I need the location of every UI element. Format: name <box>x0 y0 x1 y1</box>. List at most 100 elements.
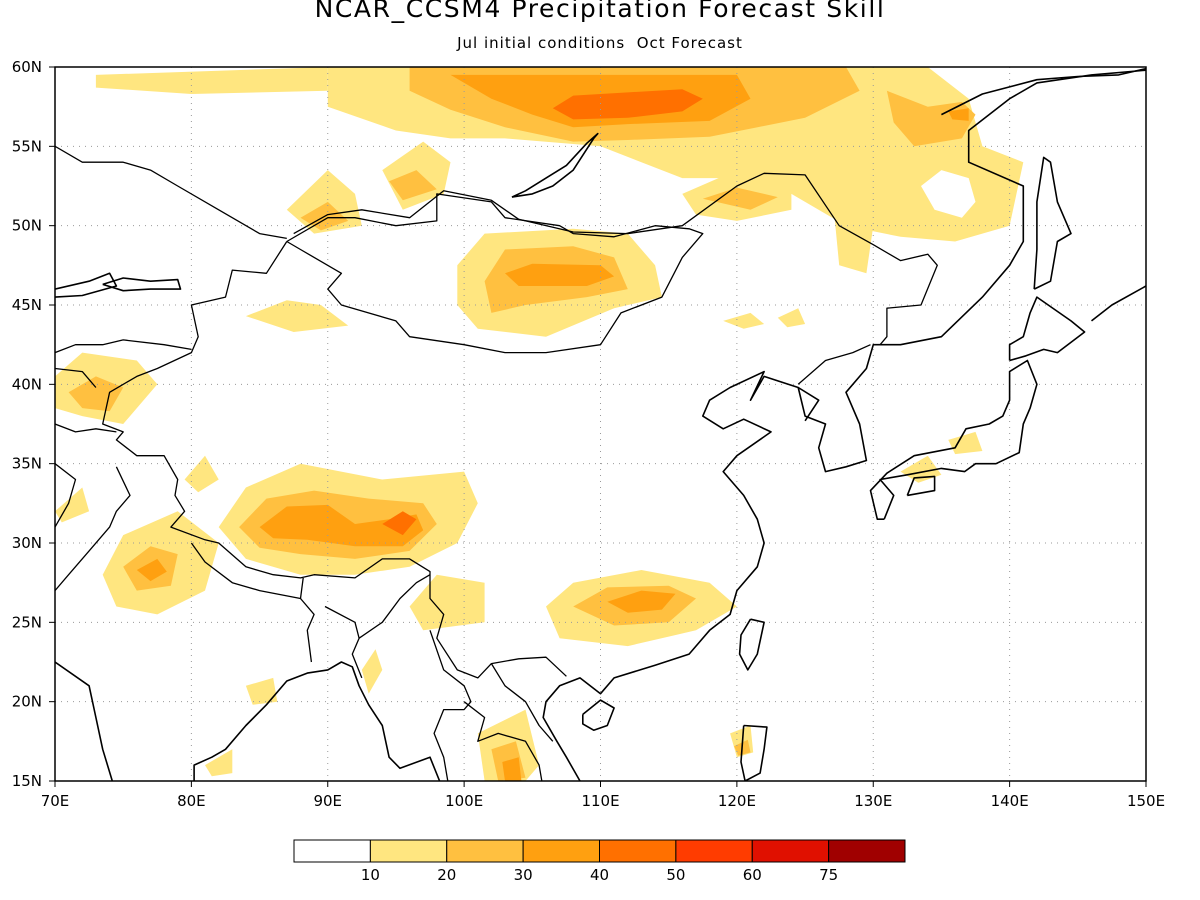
coastline-segment <box>1033 156 1072 290</box>
border-segment <box>300 598 315 663</box>
coastline-segment <box>740 724 768 781</box>
coastline-segment <box>797 386 820 422</box>
border-segment <box>429 630 472 781</box>
legend-swatch <box>751 839 830 863</box>
border-segment <box>102 241 567 679</box>
border-segment <box>55 339 192 354</box>
border-segment <box>55 423 117 433</box>
coastline-segment <box>102 277 182 292</box>
lat-tick-label: 15N <box>12 772 42 790</box>
lon-tick-label: 100E <box>445 792 483 810</box>
coastline-segment <box>869 359 1038 521</box>
border-segment <box>55 466 131 592</box>
skill-region-japan-north-level-1 <box>948 431 983 455</box>
border-segment <box>463 701 543 781</box>
legend-swatch <box>522 839 600 863</box>
skill-region-manchuria-east-level-1 <box>777 308 806 328</box>
border-segment <box>55 145 287 240</box>
skill-region-mongolia-level-3 <box>505 263 615 286</box>
skill-region-okhotsk-coast-level-3 <box>948 108 969 121</box>
legend-swatch <box>599 839 677 863</box>
skill-region-south-china-level-3 <box>607 590 676 613</box>
lon-tick-label: 70E <box>41 792 70 810</box>
skill-region-amur-lower-level-1 <box>832 170 874 274</box>
legend-label: 75 <box>819 866 838 884</box>
coastline-segment <box>55 660 56 662</box>
skill-region-kazakh-south-level-2 <box>68 376 124 412</box>
lon-tick-label: 110E <box>581 792 619 810</box>
page-title: NCAR_CCSM4 Precipitation Forecast Skill <box>314 0 886 23</box>
gridlines <box>55 67 1146 781</box>
lat-tick-label: 25N <box>12 613 42 631</box>
coastline-segment <box>55 272 118 298</box>
lat-tick-label: 35N <box>12 455 42 473</box>
lat-tick-label: 20N <box>12 693 42 711</box>
lat-tick-label: 45N <box>12 296 42 314</box>
border-segment <box>55 463 77 528</box>
legend-label: 30 <box>514 866 533 884</box>
lat-tick-label: 50N <box>12 217 42 235</box>
coastline-segment <box>906 475 936 497</box>
legend-label: 60 <box>743 866 762 884</box>
legend-swatch <box>828 839 906 863</box>
page-subtitle: Jul initial conditions Oct Forecast <box>457 34 743 52</box>
legend-label: 40 <box>590 866 609 884</box>
lat-tick-label: 55N <box>12 137 42 155</box>
coastline-segment <box>587 805 590 845</box>
coastline-segment <box>511 132 599 198</box>
border-segment <box>293 172 938 346</box>
lon-tick-label: 80E <box>177 792 206 810</box>
legend-label: 10 <box>361 866 380 884</box>
legend-label: 50 <box>666 866 685 884</box>
skill-region-indochina-level-3 <box>502 757 522 781</box>
coastline-segment <box>581 699 615 732</box>
lat-tick-label: 40N <box>12 375 42 393</box>
lon-tick-label: 150E <box>1127 792 1165 810</box>
border-segment <box>324 605 363 679</box>
skill-region-siberia-north-level-4 <box>552 89 703 120</box>
lon-tick-label: 120E <box>718 792 756 810</box>
border-segment <box>55 367 97 388</box>
skill-region-afghan-west-level-1 <box>55 487 90 523</box>
skill-region-sea-of-okhotsk-gap-level-0 <box>921 170 976 218</box>
skill-region-tibet-level-4 <box>382 511 417 536</box>
legend-swatch <box>446 839 524 863</box>
skill-region-siberia-northwest-level-1 <box>95 67 328 94</box>
skill-region-baikal-west-level-2 <box>389 170 437 201</box>
coastline-segment <box>193 661 441 781</box>
skill-region-okhotsk-coast-level-2 <box>886 90 976 147</box>
skill-region-north-india-level-3 <box>136 558 167 582</box>
legend-swatch <box>675 839 753 863</box>
coastline-segment <box>941 67 1146 116</box>
coastlines <box>55 67 1146 845</box>
coastline-segment <box>542 69 1146 781</box>
skill-region-india-east-level-1 <box>205 749 233 777</box>
color-legend: 10 20 30 40 50 60 75 <box>293 839 906 884</box>
border-segment <box>190 542 304 600</box>
skill-region-bengal-level-1 <box>361 649 383 694</box>
coastline-segment <box>1008 296 1086 362</box>
border-segment <box>286 193 704 354</box>
axis-ticks: 70E 80E 90E 100E 110E 120E 130E 140E 150E 15N 20N 2… <box>12 58 1165 810</box>
coastline-segment <box>55 661 114 781</box>
border-segment <box>490 663 554 742</box>
skill-region-altai-south-level-1 <box>245 300 349 332</box>
skill-region-kashmir-level-1 <box>184 455 219 493</box>
lat-tick-label: 60N <box>12 58 42 76</box>
skill-region-manchuria-east-level-1 <box>723 312 765 329</box>
skill-region-india-central-level-1 <box>245 677 278 705</box>
skill-region-tibet-level-3 <box>259 504 424 547</box>
coastline-segment <box>1091 285 1146 322</box>
lon-tick-label: 90E <box>313 792 342 810</box>
coastline-segment <box>738 618 765 671</box>
legend-label: 20 <box>437 866 456 884</box>
border-segment <box>358 574 431 639</box>
skill-region-amur-upper-level-2 <box>702 187 778 210</box>
skill-shading <box>55 67 1024 781</box>
legend-swatch <box>293 839 371 863</box>
lon-tick-label: 130E <box>854 792 892 810</box>
lon-tick-label: 140E <box>991 792 1029 810</box>
lat-tick-label: 30N <box>12 534 42 552</box>
legend-swatch <box>369 839 448 863</box>
